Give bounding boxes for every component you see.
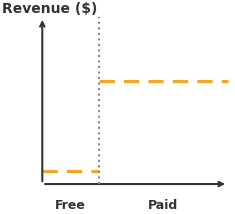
Text: Free: Free [55, 199, 86, 212]
Text: Revenue ($): Revenue ($) [2, 2, 98, 16]
Text: Paid: Paid [148, 199, 178, 212]
